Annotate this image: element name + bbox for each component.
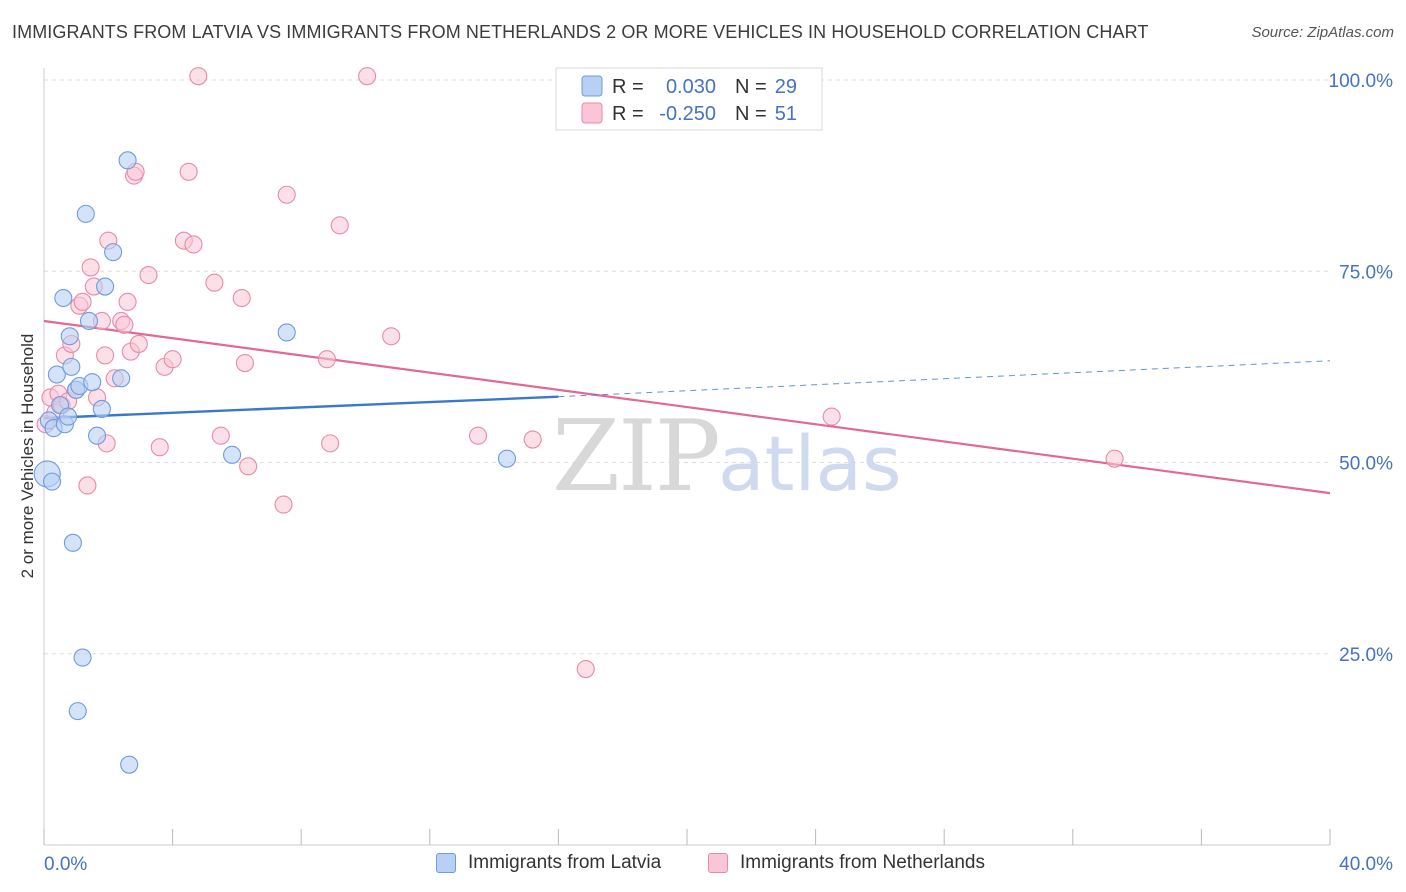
data-point-latvia (59, 407, 78, 426)
data-point-netherlands (822, 407, 841, 426)
legend-swatch-latvia (581, 75, 603, 97)
data-point-latvia (112, 369, 131, 388)
data-point-latvia (68, 702, 87, 721)
data-point-netherlands (330, 216, 349, 235)
legend-n-label: N = (735, 103, 767, 125)
data-point-latvia (83, 373, 102, 392)
data-point-netherlands (118, 292, 137, 311)
trend-line-latvia (43, 395, 559, 420)
watermark-zip: ZIP (552, 400, 719, 514)
source-label: Source: ZipAtlas.com (1251, 24, 1394, 41)
y-tick-labels: 25.0% 50.0% 75.0% 100.0% (1329, 71, 1394, 666)
data-point-netherlands (205, 273, 224, 292)
bottom-legend-label-netherlands: Immigrants from Netherlands (740, 852, 985, 873)
y-axis-title: 2 or more Vehicles in Household (18, 334, 37, 579)
data-point-netherlands (73, 292, 92, 311)
data-point-latvia (223, 445, 242, 464)
data-point-latvia (47, 365, 66, 384)
data-point-netherlands (1105, 449, 1124, 468)
data-point-netherlands (78, 476, 97, 495)
data-point-latvia (62, 357, 81, 376)
legend-box: R = 0.030 N = 29 R = -0.250 N = 51 (555, 67, 823, 131)
data-point-latvia (73, 648, 92, 667)
data-point-latvia (497, 449, 517, 468)
bottom-legend-item-latvia: Immigrants from Latvia (436, 852, 661, 874)
data-point-netherlands (468, 426, 488, 445)
data-point-netherlands (321, 434, 340, 453)
data-point-netherlands (115, 315, 134, 334)
legend-n-value-latvia: 29 (775, 76, 797, 98)
data-point-latvia (277, 323, 296, 342)
data-point-latvia (42, 472, 62, 491)
x-tick-labels: 0.0% 40.0% (44, 854, 1393, 875)
y-tick-label: 50.0% (1339, 454, 1393, 475)
data-point-latvia (63, 533, 82, 552)
data-point-latvia (76, 204, 95, 223)
data-point-latvia (54, 288, 73, 308)
data-point-latvia (104, 243, 123, 262)
x-tick-label: 0.0% (44, 854, 87, 875)
bottom-legend-label-latvia: Immigrants from Latvia (468, 852, 662, 873)
legend-r-value-latvia: 0.030 (666, 76, 716, 98)
data-point-netherlands (184, 235, 203, 254)
chart-title: IMMIGRANTS FROM LATVIA VS IMMIGRANTS FRO… (12, 22, 1149, 42)
data-point-netherlands (274, 495, 293, 514)
bottom-legend: Immigrants from Latvia Immigrants from N… (0, 852, 1406, 878)
data-point-latvia (87, 426, 107, 445)
data-point-latvia (92, 399, 111, 419)
data-point-netherlands (179, 162, 198, 181)
data-point-latvia (118, 151, 137, 170)
data-point-netherlands (317, 350, 336, 369)
data-point-netherlands (358, 67, 377, 86)
data-point-netherlands (96, 346, 115, 365)
legend-n-label: N = (735, 76, 767, 98)
data-point-netherlands (150, 438, 169, 457)
data-point-latvia (120, 755, 139, 774)
trend-line-latvia-extension (558, 360, 1331, 398)
y-tick-label: 75.0% (1339, 262, 1393, 283)
legend-r-label: R = (612, 76, 644, 98)
data-point-netherlands (239, 457, 258, 476)
data-point-netherlands (163, 350, 182, 369)
data-point-netherlands (81, 258, 100, 277)
data-point-netherlands (382, 327, 401, 346)
data-point-netherlands (523, 430, 542, 449)
y-tick-label: 100.0% (1329, 71, 1394, 92)
data-point-latvia (96, 277, 115, 296)
data-point-netherlands (277, 185, 296, 204)
x-tick-label: 40.0% (1339, 854, 1393, 875)
legend-r-label: R = (612, 103, 644, 125)
axes (43, 68, 1331, 846)
legend-swatch-latvia (436, 853, 456, 873)
data-point-netherlands (129, 334, 148, 353)
data-point-netherlands (139, 266, 158, 285)
data-point-netherlands (189, 67, 208, 86)
watermark: ZIP atlas (552, 400, 902, 514)
y-tick-label: 25.0% (1339, 645, 1393, 666)
legend-swatch-netherlands (708, 853, 728, 873)
data-point-netherlands (235, 353, 254, 373)
legend-swatch-netherlands (581, 102, 603, 124)
legend-n-value-netherlands: 51 (775, 103, 797, 125)
data-point-netherlands (576, 659, 595, 679)
netherlands-points (36, 67, 1124, 679)
data-point-latvia (79, 311, 99, 331)
bottom-legend-item-netherlands: Immigrants from Netherlands (708, 852, 985, 874)
legend-r-value-netherlands: -0.250 (659, 103, 716, 125)
data-point-netherlands (211, 426, 230, 445)
latvia-points (33, 151, 517, 774)
watermark-atlas: atlas (718, 419, 902, 508)
data-point-netherlands (232, 288, 251, 308)
data-point-latvia (60, 327, 79, 346)
